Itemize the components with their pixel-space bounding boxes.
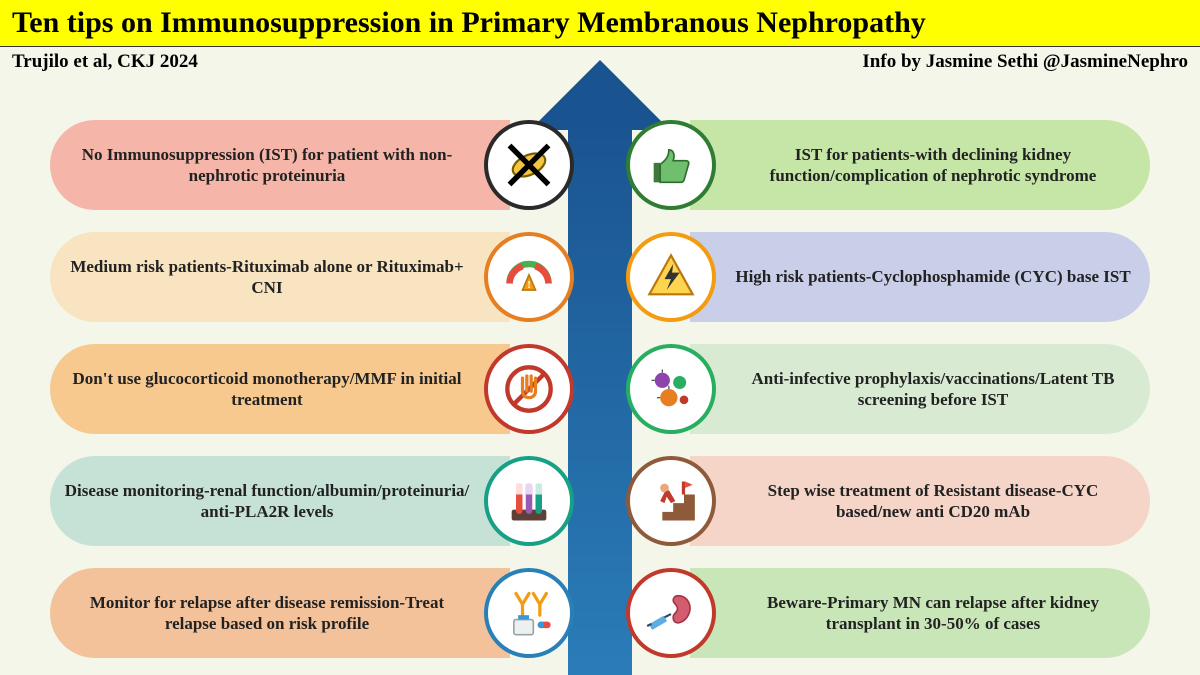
tip-right: IST for patients-with declining kidney f… [690, 120, 1150, 210]
pill-cross-icon [484, 120, 574, 210]
tip-row: Disease monitoring-renal function/albumi… [0, 448, 1200, 554]
tip-row: Don't use glucocorticoid monotherapy/MMF… [0, 336, 1200, 442]
tip-left: Don't use glucocorticoid monotherapy/MMF… [50, 344, 510, 434]
tip-left: Monitor for relapse after disease remiss… [50, 568, 510, 658]
microbes-icon [626, 344, 716, 434]
gauge-warning-icon: ! [484, 232, 574, 322]
tip-left: No Immunosuppression (IST) for patient w… [50, 120, 510, 210]
svg-text:!: ! [527, 279, 531, 291]
tip-row: Monitor for relapse after disease remiss… [0, 560, 1200, 666]
tip-row: Medium risk patients-Rituximab alone or … [0, 224, 1200, 330]
kidney-syringe-icon [626, 568, 716, 658]
tip-left: Medium risk patients-Rituximab alone or … [50, 232, 510, 322]
high-voltage-icon [626, 232, 716, 322]
page-title: Ten tips on Immunosuppression in Primary… [12, 6, 1188, 40]
tip-right: High risk patients-Cyclophosphamide (CYC… [690, 232, 1150, 322]
tip-left: Disease monitoring-renal function/albumi… [50, 456, 510, 546]
stairs-person-icon [626, 456, 716, 546]
citation: Trujilo et al, CKJ 2024 [12, 51, 198, 73]
thumbs-up-icon [626, 120, 716, 210]
tip-right: Beware-Primary MN can relapse after kidn… [690, 568, 1150, 658]
author-info: Info by Jasmine Sethi @JasmineNephro [862, 51, 1188, 73]
tip-right: Step wise treatment of Resistant disease… [690, 456, 1150, 546]
stop-hand-icon [484, 344, 574, 434]
tip-right: Anti-infective prophylaxis/vaccinations/… [690, 344, 1150, 434]
title-banner: Ten tips on Immunosuppression in Primary… [0, 0, 1200, 47]
tip-row: No Immunosuppression (IST) for patient w… [0, 112, 1200, 218]
test-tubes-icon [484, 456, 574, 546]
antibody-drug-icon [484, 568, 574, 658]
tips-container: No Immunosuppression (IST) for patient w… [0, 112, 1200, 672]
